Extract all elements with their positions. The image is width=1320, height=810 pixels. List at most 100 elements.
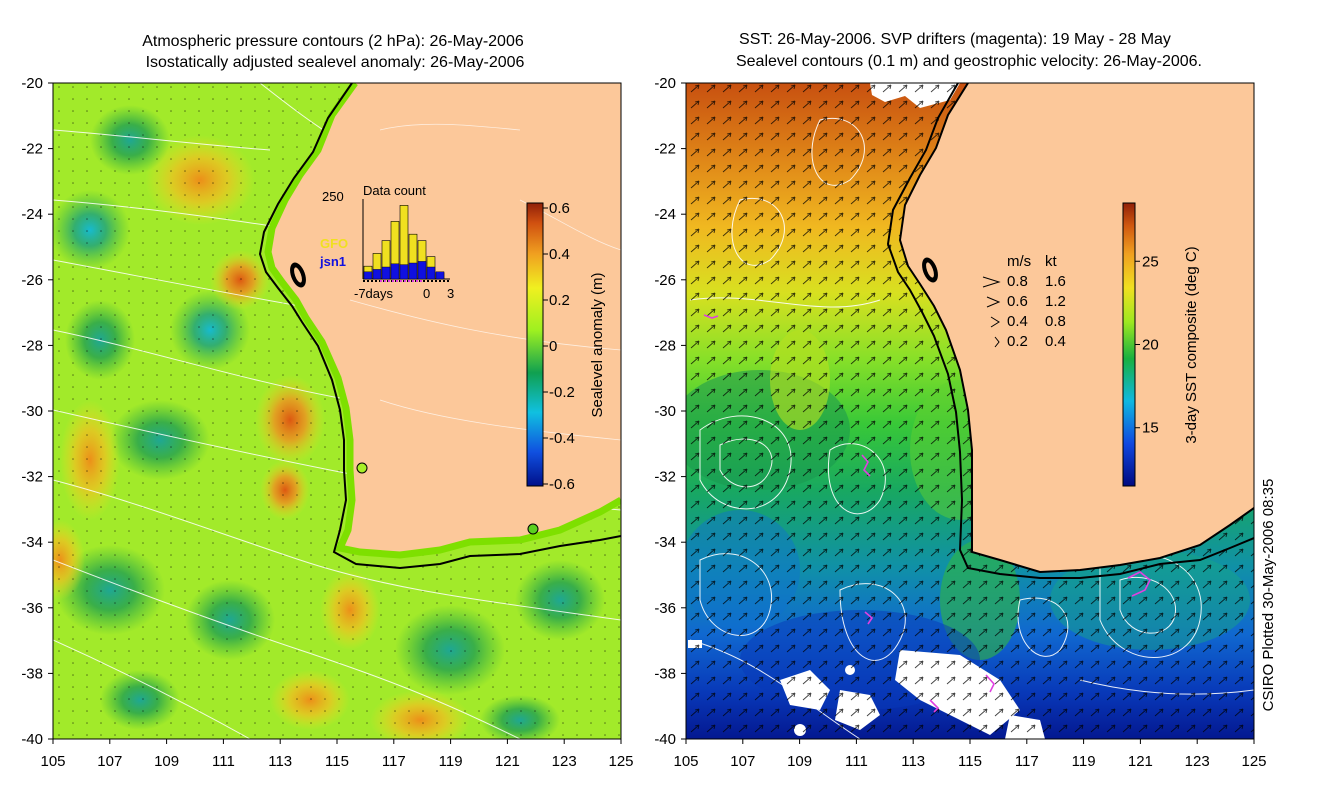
velocity-legend-ms: 0.2 — [1007, 333, 1028, 350]
inset-legend-gfo: GFO — [320, 236, 348, 251]
depth-contour-left — [258, 83, 621, 570]
left-y-tick-label: -20 — [21, 75, 43, 92]
right-y-tick-label: -20 — [654, 75, 676, 92]
sla-colorbar-tick-label: 0.2 — [549, 292, 570, 309]
velocity-legend-arrow — [986, 296, 1001, 308]
inset-x-mid: 0 — [423, 286, 430, 301]
left-y-tick-label: -26 — [21, 272, 43, 289]
station-marker[interactable] — [356, 462, 368, 474]
right-title-line1: SST: 26-May-2006. SVP drifters (magenta)… — [739, 31, 1171, 48]
left-y-tick-label: -28 — [21, 337, 43, 354]
right-title-line2: Sealevel contours (0.1 m) and geostrophi… — [736, 53, 1202, 70]
velocity-legend-header-ms: m/s — [1007, 253, 1031, 270]
right-x-tick-label: 111 — [845, 753, 868, 770]
velocity-legend-header-kt: kt — [1045, 253, 1058, 270]
right-y-tick-label: -40 — [654, 731, 676, 748]
sla-colorbar-swatch — [526, 202, 544, 487]
right-x-tick-label: 107 — [730, 753, 755, 770]
inset-jsn1-bar — [363, 271, 373, 280]
sla-colorbar-tick-label: 0.6 — [549, 200, 570, 217]
credit-text: CSIRO Plotted 30-May-2006 08:35 — [1260, 479, 1277, 712]
inset-ymax: 250 — [322, 189, 344, 204]
right-y-tick-label: -22 — [654, 141, 676, 158]
right-x-tick-label: 109 — [787, 753, 812, 770]
inset-x-left: -7days — [354, 286, 394, 301]
inset-title: Data count — [363, 183, 426, 198]
left-y-tick-label: -38 — [21, 665, 43, 682]
sla-colorbar: 0.6 0.4 0.2 0 -0.2 -0.4 -0.6 Sealevel anomaly … — [526, 200, 606, 493]
right-x-tick-label: 125 — [1241, 753, 1266, 770]
inset-jsn1-bar — [417, 261, 427, 280]
right-x-tick-label: 123 — [1185, 753, 1210, 770]
depth-contour-right — [886, 83, 1254, 579]
sla-map[interactable] — [35, 83, 621, 750]
velocity-legend-ms: 0.4 — [1007, 313, 1028, 330]
land-mass-right — [900, 83, 1254, 572]
left-y-tick-label: -36 — [21, 600, 43, 617]
left-y-tick-label: -32 — [21, 469, 43, 486]
sla-colorbar-tick-label: -0.4 — [549, 430, 575, 447]
sla-colorbar-tick-label: 0 — [549, 338, 557, 355]
left-y-tick-label: -22 — [21, 141, 43, 158]
left-x-tick-label: 113 — [268, 753, 292, 770]
right-y-tick-label: -32 — [654, 469, 676, 486]
left-y-tick-label: -40 — [21, 731, 43, 748]
right-y-tick-label: -30 — [654, 403, 676, 420]
sla-colorbar-tick-label: -0.6 — [549, 476, 575, 493]
right-y-tick-label: -36 — [654, 600, 676, 617]
inset-x-right: 3 — [447, 286, 454, 301]
inset-jsn1-bar — [408, 262, 418, 280]
sla-colorbar-tick-label: -0.2 — [549, 384, 575, 401]
left-y-tick-label: -24 — [21, 206, 43, 223]
right-y-tick-label: -24 — [654, 206, 676, 223]
velocity-legend-ms: 0.8 — [1007, 273, 1028, 290]
velocity-legend-arrow — [994, 336, 1000, 348]
left-title-line1: Atmospheric pressure contours (2 hPa): 2… — [142, 33, 524, 50]
inset-jsn1-bar — [435, 271, 445, 280]
left-axes: 105 107 109 111 113 115 117 119 121 123 125 -20 -22 -… — [21, 75, 633, 770]
left-title-line2: Isostatically adjusted sealevel anomaly:… — [146, 54, 525, 71]
sst-colorbar-swatch — [1122, 202, 1136, 487]
velocity-legend-arrow — [990, 316, 1000, 328]
coastline-left — [264, 83, 621, 559]
sst-colorbar-label: 3-day SST composite (deg C) — [1183, 246, 1200, 443]
right-y-tick-label: -28 — [654, 337, 676, 354]
velocity-legend-ms: 0.6 — [1007, 293, 1028, 310]
right-x-tick-label: 119 — [1072, 753, 1096, 770]
sst-map[interactable] — [670, 83, 1254, 739]
inset-jsn1-bar — [390, 263, 400, 280]
right-y-tick-label: -26 — [654, 272, 676, 289]
sst-colorbar-tick-label: 20 — [1142, 337, 1159, 354]
sst-colorbar-tick-label: 15 — [1142, 420, 1159, 437]
sst-colorbar-tick-label: 25 — [1142, 253, 1159, 270]
velocity-legend-kt: 0.4 — [1045, 333, 1066, 350]
right-x-tick-label: 115 — [958, 753, 982, 770]
svp-drifter-tracks[interactable] — [703, 314, 1152, 713]
right-x-tick-label: 113 — [901, 753, 925, 770]
sst-colorbar: 25 20 15 3-day SST composite (deg C) — [1122, 202, 1200, 487]
data-count-inset: Data count 250 GFO jsn1 -7days 0 3 — [319, 183, 454, 301]
left-y-tick-label: -34 — [21, 534, 43, 551]
velocity-legend-kt: 1.2 — [1045, 293, 1066, 310]
inset-legend-jsn1: jsn1 — [319, 254, 346, 269]
coastline-right — [898, 83, 1254, 574]
left-y-tick-label: -30 — [21, 403, 43, 420]
sla-colorbar-label: Sealevel anomaly (m) — [589, 272, 606, 417]
sla-colorbar-tick-label: 0.4 — [549, 246, 570, 263]
left-x-tick-label: 109 — [154, 753, 179, 770]
velocity-legend-kt: 1.6 — [1045, 273, 1066, 290]
left-x-tick-label: 105 — [40, 753, 65, 770]
inset-jsn1-bar — [426, 266, 436, 280]
left-x-tick-label: 115 — [325, 753, 349, 770]
right-x-tick-label: 105 — [673, 753, 698, 770]
inset-jsn1-bar — [381, 266, 391, 280]
left-x-tick-label: 117 — [382, 753, 406, 770]
left-x-tick-label: 123 — [552, 753, 577, 770]
left-x-tick-label: 111 — [212, 753, 235, 770]
inset-jsn1-bar — [399, 264, 409, 280]
velocity-legend: m/s kt 0.8 1.6 0.6 1.2 0.4 0.8 0.2 0.4 — [982, 253, 1066, 350]
right-y-tick-label: -38 — [654, 665, 676, 682]
station-marker[interactable] — [527, 523, 539, 535]
left-x-tick-label: 125 — [608, 753, 633, 770]
right-x-tick-label: 121 — [1128, 753, 1153, 770]
